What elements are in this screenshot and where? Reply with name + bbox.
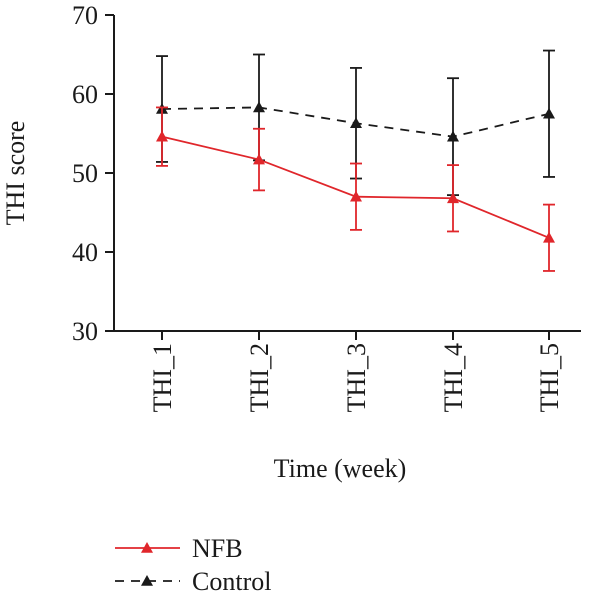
series-layer xyxy=(156,49,555,272)
series-nfb xyxy=(156,106,555,272)
x-ticks: THI_1 THI_2 THI_3 THI_4 THI_5 xyxy=(148,331,564,412)
x-tick-label: THI_3 xyxy=(342,343,371,412)
data-point-triangle xyxy=(350,117,362,129)
x-tick-label: THI_4 xyxy=(439,343,468,412)
legend-item-nfb: NFB xyxy=(115,534,243,563)
x-tick-label: THI_1 xyxy=(148,343,177,412)
data-point-triangle xyxy=(350,190,362,202)
y-tick-label: 50 xyxy=(72,159,98,188)
x-tick-label: THI_2 xyxy=(245,343,274,412)
legend-marker-triangle xyxy=(141,575,153,586)
data-point-triangle xyxy=(156,130,168,142)
data-point-triangle xyxy=(543,107,555,119)
y-tick-label: 70 xyxy=(72,1,98,30)
x-tick-label: THI_5 xyxy=(535,343,564,412)
y-tick-label: 40 xyxy=(72,238,98,267)
y-axis-label: THI score xyxy=(1,121,30,226)
legend: NFB Control xyxy=(115,534,271,596)
data-point-triangle xyxy=(447,192,459,204)
legend-label: NFB xyxy=(192,534,243,563)
legend-label: Control xyxy=(192,567,271,596)
axes xyxy=(113,15,581,332)
y-tick-label: 60 xyxy=(72,80,98,109)
data-point-triangle xyxy=(543,231,555,243)
data-point-triangle xyxy=(447,130,459,142)
legend-marker-triangle xyxy=(141,542,153,553)
x-axis-label: Time (week) xyxy=(274,454,407,483)
y-ticks: 30 40 50 60 70 xyxy=(72,1,114,346)
legend-item-control: Control xyxy=(115,567,271,596)
y-tick-label: 30 xyxy=(72,317,98,346)
data-point-triangle xyxy=(253,153,265,165)
data-point-triangle xyxy=(253,101,265,113)
